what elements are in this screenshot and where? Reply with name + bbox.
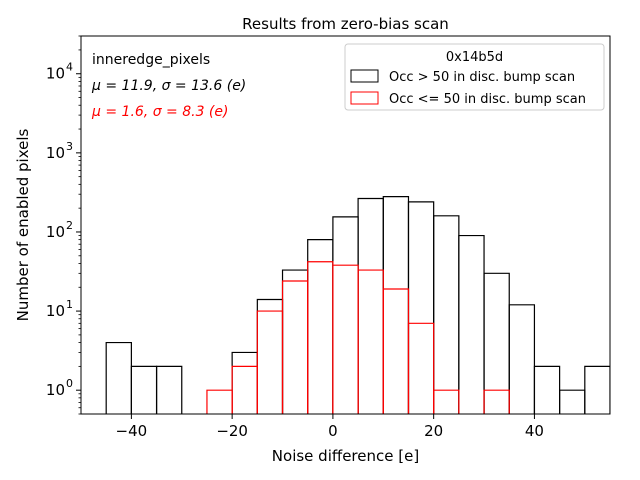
y-tick-label-3: 10 xyxy=(46,144,65,162)
bin-1-8 xyxy=(407,322,435,414)
bin-0-19 xyxy=(584,365,610,414)
bin-0-2 xyxy=(155,365,183,414)
stats-black-annotation: μ = 11.9, σ = 13.6 (e) xyxy=(91,78,246,94)
legend-label-black: Occ > 50 in disc. bump scan xyxy=(389,70,575,85)
series-1 xyxy=(206,261,510,414)
legend-swatch-red xyxy=(350,91,379,105)
bin-1-9 xyxy=(433,389,460,414)
bin-1-11 xyxy=(483,389,510,414)
plot-area xyxy=(80,35,611,415)
x-tick-label-0: −40 xyxy=(116,422,148,440)
legend-label-red: Occ <= 50 in disc. bump scan xyxy=(389,92,586,107)
y-tick-exp-1: 1 xyxy=(66,298,73,311)
x-axis-title: Noise difference [e] xyxy=(272,447,419,465)
y-tick-label-1: 10 xyxy=(46,302,65,320)
bin-0-16 xyxy=(508,304,536,414)
x-tick-label-3: 20 xyxy=(424,422,443,440)
stats-red-annotation: μ = 1.6, σ = 8.3 (e) xyxy=(91,104,228,120)
y-tick-exp-4: 4 xyxy=(66,61,73,74)
series-layer xyxy=(105,195,610,414)
group-annotation: inneredge_pixels xyxy=(92,52,210,68)
y-tick-label-2: 10 xyxy=(46,223,65,241)
y-tick-label-0: 10 xyxy=(46,381,65,399)
x-tick-label-4: 40 xyxy=(525,422,544,440)
plot-frame xyxy=(80,35,611,415)
legend-box xyxy=(344,43,605,111)
legend-title: 0x14b5d xyxy=(446,50,503,65)
x-tick-label-2: 0 xyxy=(328,422,338,440)
y-axis-title: Number of enabled pixels xyxy=(14,128,32,321)
y-tick-exp-3: 3 xyxy=(66,140,73,153)
legend-swatch-black xyxy=(350,69,379,83)
chart-title: Results from zero-bias scan xyxy=(242,15,449,33)
y-tick-exp-0: 0 xyxy=(66,377,73,390)
x-tick-label-1: −20 xyxy=(216,422,248,440)
legend: 0x14b5d Occ > 50 in disc. bump scan Occ … xyxy=(344,43,605,111)
y-tick-label-4: 10 xyxy=(46,65,65,83)
y-tick-exp-2: 2 xyxy=(66,219,73,232)
x-axis: −40 −20 0 20 40 xyxy=(116,414,544,440)
